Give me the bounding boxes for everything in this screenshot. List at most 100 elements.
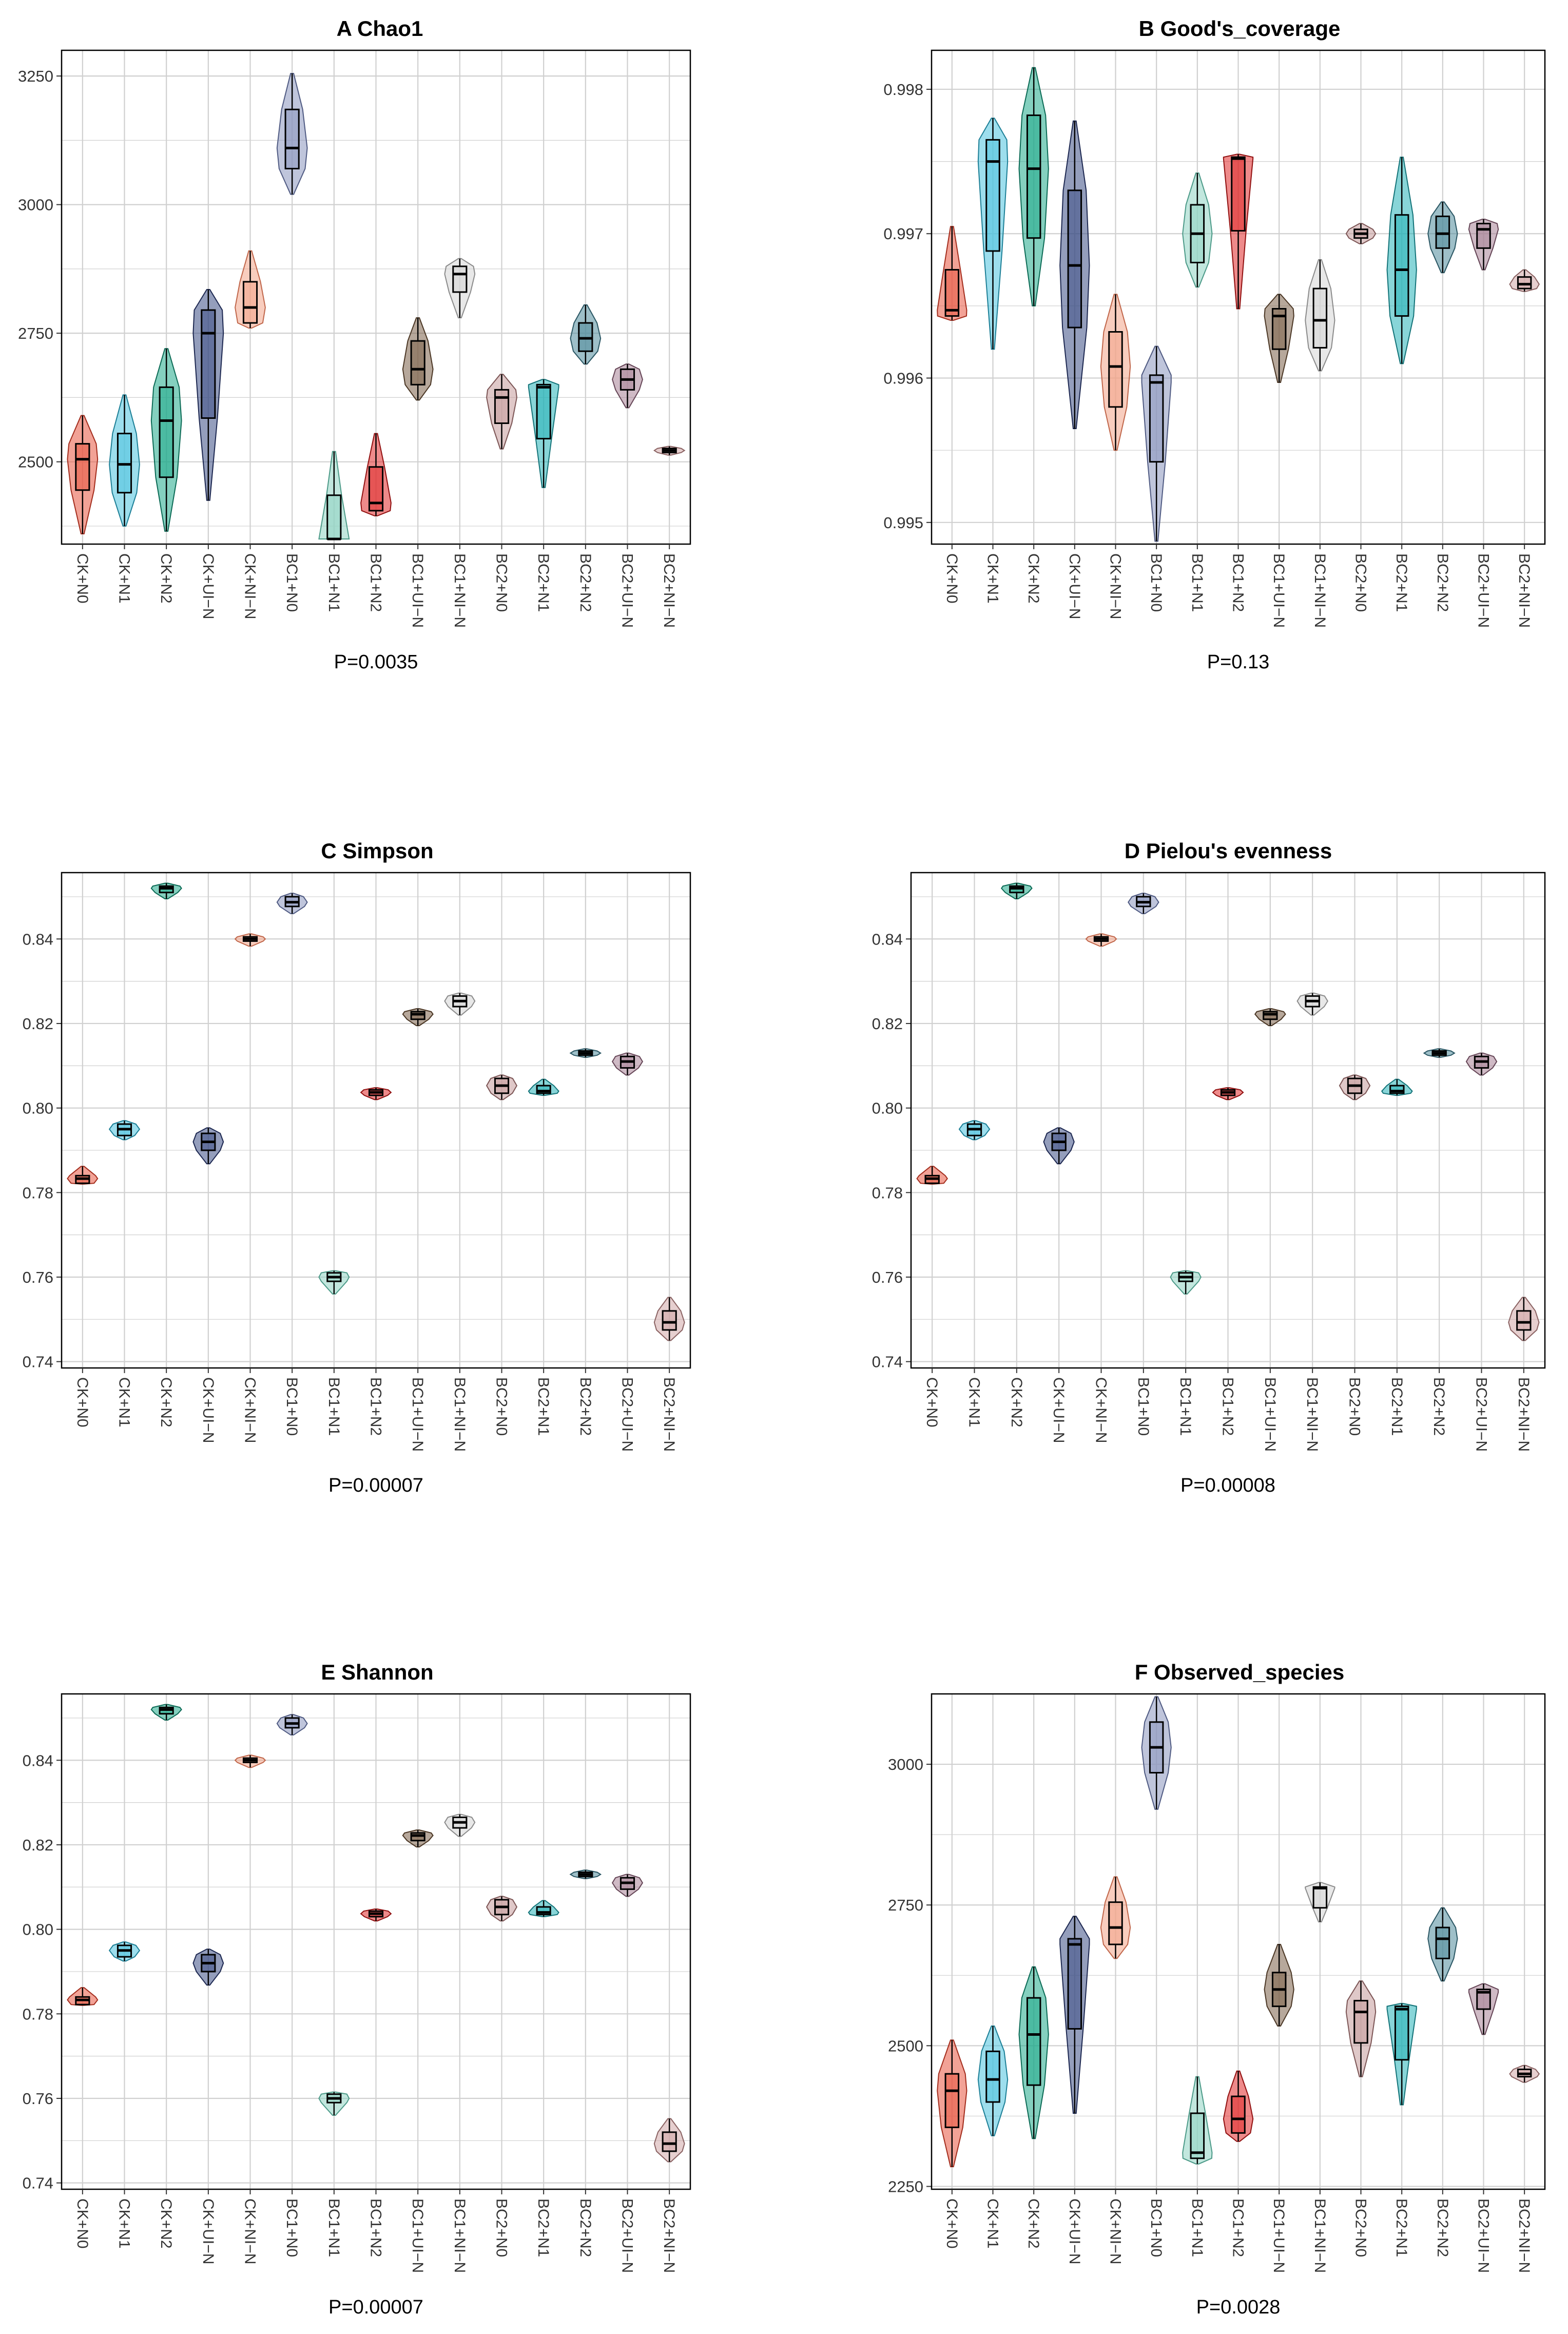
x-tick-label: BC1+N1 — [1177, 1377, 1194, 1436]
y-tick-label: 0.78 — [23, 1184, 53, 1202]
y-tick-label: 0.82 — [23, 1015, 53, 1033]
x-tick-label: CK+NI−N — [242, 553, 259, 619]
box — [159, 386, 174, 478]
violin-box-7 — [1182, 172, 1213, 288]
violin-box-14 — [611, 1052, 644, 1076]
x-tick-label: BC2+N0 — [493, 2198, 510, 2257]
violin-box-1 — [67, 415, 99, 534]
x-tick-label: BC1+N0 — [1148, 2198, 1165, 2257]
x-tick-label: BC1+N1 — [325, 2198, 342, 2257]
y-tick-label: 0.80 — [23, 1921, 53, 1939]
box — [1516, 1310, 1532, 1331]
violin-box-10 — [1296, 992, 1328, 1016]
violin-box-8 — [360, 1087, 392, 1101]
violin-box-4 — [1059, 120, 1090, 429]
x-tick-label: BC2+NI−N — [1516, 553, 1533, 628]
violin-box-1 — [937, 226, 967, 321]
y-tick-label: 2750 — [888, 1896, 923, 1914]
violin-box-1 — [67, 1987, 99, 2006]
x-tick-label: BC1+N0 — [283, 1377, 300, 1436]
x-tick-label: BC2+UI−N — [619, 1377, 636, 1452]
box — [1108, 1901, 1123, 1945]
x-tick-label: BC2+N1 — [535, 2198, 552, 2257]
x-tick-label: BC1+N2 — [1230, 2198, 1247, 2257]
box — [1231, 2095, 1246, 2134]
box — [578, 322, 593, 352]
box — [1108, 331, 1123, 408]
violin-box-2 — [108, 1120, 141, 1141]
x-tick-label: CK+N0 — [923, 1377, 940, 1428]
violin-box-2 — [977, 118, 1009, 350]
violin-box-4 — [1043, 1127, 1075, 1165]
violin-box-12 — [1386, 2003, 1417, 2106]
box — [326, 494, 342, 540]
box — [1190, 2112, 1205, 2159]
box — [117, 433, 132, 494]
x-tick-label: BC2+NI−N — [1516, 2198, 1533, 2273]
x-tick-label: CK+NI−N — [242, 2198, 259, 2264]
violin-box-15 — [1508, 1297, 1540, 1341]
x-tick-label: CK+N0 — [943, 553, 960, 604]
violin-box-6 — [1127, 893, 1159, 914]
x-tick-label: BC2+N2 — [577, 553, 594, 612]
violin-box-3 — [1018, 1966, 1049, 2139]
x-tick-label: BC2+N0 — [1352, 2198, 1369, 2257]
violin-box-6 — [1141, 345, 1172, 542]
y-tick-label: 0.80 — [872, 1100, 903, 1117]
panel-title: D Pielou's evenness — [1125, 839, 1332, 863]
violin-box-2 — [977, 2026, 1009, 2136]
y-tick-label: 3250 — [18, 67, 53, 85]
box — [536, 383, 551, 440]
box — [1435, 1926, 1450, 1959]
x-tick-label: BC2+NI−N — [661, 2198, 677, 2273]
box — [1394, 2005, 1409, 2061]
x-tick-label: BC1+N2 — [367, 553, 384, 612]
p-value: P=0.00007 — [328, 2297, 423, 2318]
violin-box-13 — [1423, 1048, 1456, 1058]
y-tick-label: 0.82 — [872, 1015, 903, 1033]
x-tick-label: CK+N2 — [1008, 1377, 1025, 1428]
violin-box-14 — [611, 1874, 644, 1897]
violin-box-15 — [653, 1297, 685, 1341]
x-tick-label: CK+NI−N — [1107, 2198, 1124, 2264]
violin-box-9 — [1254, 1008, 1286, 1027]
x-tick-label: BC1+UI−N — [409, 2198, 426, 2273]
violin-box-9 — [1264, 1944, 1294, 2027]
box — [284, 108, 300, 169]
violin-box-3 — [150, 882, 182, 899]
x-tick-label: CK+UI−N — [200, 1377, 217, 1443]
x-tick-label: BC2+N1 — [535, 553, 552, 612]
x-tick-label: CK+UI−N — [200, 553, 217, 619]
x-tick-label: CK+N2 — [158, 553, 175, 604]
x-tick-label: BC1+N1 — [1189, 2198, 1206, 2257]
x-tick-label: CK+UI−N — [1050, 1377, 1067, 1443]
violin-box-10 — [444, 1814, 476, 1837]
panel-title: A Chao1 — [337, 16, 423, 41]
violin-box-1 — [916, 1166, 948, 1185]
x-tick-label: BC1+NI−N — [451, 553, 468, 628]
y-tick-label: 0.84 — [23, 1751, 53, 1769]
violin-box-5 — [234, 933, 266, 947]
violin-box-11 — [1345, 223, 1377, 244]
x-tick-label: BC1+UI−N — [1262, 1377, 1279, 1452]
violin-box-2 — [109, 394, 140, 527]
y-tick-label: 0.996 — [883, 370, 923, 388]
violin-box-2 — [108, 1941, 141, 1962]
violin-box-12 — [1386, 157, 1417, 364]
x-tick-label: BC2+NI−N — [661, 553, 677, 628]
violin-box-5 — [1100, 294, 1131, 451]
x-tick-label: CK+UI−N — [200, 2198, 217, 2264]
x-tick-label: BC2+N1 — [1388, 1377, 1405, 1436]
violin-box-15 — [1509, 269, 1540, 292]
y-tick-label: 0.78 — [23, 2005, 53, 2023]
violin-box-5 — [1085, 933, 1117, 947]
x-tick-label: CK+N1 — [116, 1377, 133, 1428]
x-tick-label: BC1+N2 — [1230, 553, 1247, 612]
violin-box-13 — [569, 1048, 602, 1058]
violin-box-3 — [150, 348, 182, 532]
x-tick-label: BC2+N0 — [1352, 553, 1369, 612]
y-tick-label: 0.84 — [23, 930, 53, 948]
x-tick-label: BC2+N0 — [1346, 1377, 1363, 1436]
violin-box-12 — [1381, 1078, 1413, 1096]
